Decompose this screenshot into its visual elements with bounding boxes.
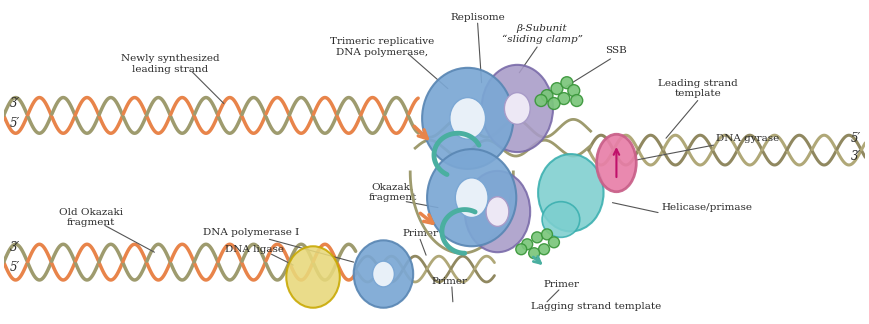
Text: Primer: Primer <box>402 229 438 238</box>
Ellipse shape <box>486 197 509 226</box>
Text: Old Okazaki
fragment: Old Okazaki fragment <box>59 208 123 227</box>
Ellipse shape <box>571 95 583 107</box>
Ellipse shape <box>481 65 553 152</box>
Ellipse shape <box>539 244 549 255</box>
Ellipse shape <box>422 68 514 169</box>
Ellipse shape <box>548 98 560 110</box>
Ellipse shape <box>521 239 533 250</box>
Ellipse shape <box>286 246 340 308</box>
Ellipse shape <box>465 171 530 252</box>
Text: Trimeric replicative
DNA polymerase,: Trimeric replicative DNA polymerase, <box>330 37 434 57</box>
Ellipse shape <box>504 93 530 124</box>
Ellipse shape <box>558 93 570 105</box>
Text: Leading strand
template: Leading strand template <box>658 79 738 98</box>
Ellipse shape <box>541 90 553 101</box>
Text: Primer: Primer <box>432 277 468 286</box>
Ellipse shape <box>427 149 516 246</box>
Ellipse shape <box>516 244 527 255</box>
Text: Primer: Primer <box>544 281 580 289</box>
Text: DNA gyrase: DNA gyrase <box>715 134 779 143</box>
Ellipse shape <box>597 134 636 192</box>
Text: DNA ligase: DNA ligase <box>225 245 284 254</box>
Ellipse shape <box>528 248 540 259</box>
Text: 5′: 5′ <box>851 132 860 145</box>
Ellipse shape <box>532 232 542 243</box>
Ellipse shape <box>548 237 560 248</box>
Text: 3′: 3′ <box>10 241 20 254</box>
Text: 3′: 3′ <box>851 150 860 163</box>
Text: β-Subunit
“sliding clamp”: β-Subunit “sliding clamp” <box>501 24 582 44</box>
Text: DNA polymerase I: DNA polymerase I <box>203 228 300 237</box>
Ellipse shape <box>561 77 573 89</box>
Text: 5′: 5′ <box>10 117 20 130</box>
Ellipse shape <box>354 240 413 308</box>
Text: Okazaki
fragment: Okazaki fragment <box>368 183 416 202</box>
Ellipse shape <box>542 202 580 237</box>
Ellipse shape <box>535 95 547 107</box>
Ellipse shape <box>541 229 553 240</box>
Ellipse shape <box>450 98 486 139</box>
Text: 3′: 3′ <box>10 98 20 110</box>
Text: 5′: 5′ <box>10 261 20 274</box>
Ellipse shape <box>373 261 395 287</box>
Text: Replisome: Replisome <box>450 13 505 22</box>
Text: Helicase/primase: Helicase/primase <box>661 203 752 212</box>
Ellipse shape <box>551 83 563 95</box>
Text: Newly synthesized
leading strand: Newly synthesized leading strand <box>121 54 220 74</box>
Text: SSB: SSB <box>606 46 627 55</box>
Text: Lagging strand template: Lagging strand template <box>532 302 661 311</box>
Ellipse shape <box>567 85 580 97</box>
Ellipse shape <box>455 178 488 217</box>
Ellipse shape <box>538 154 604 231</box>
